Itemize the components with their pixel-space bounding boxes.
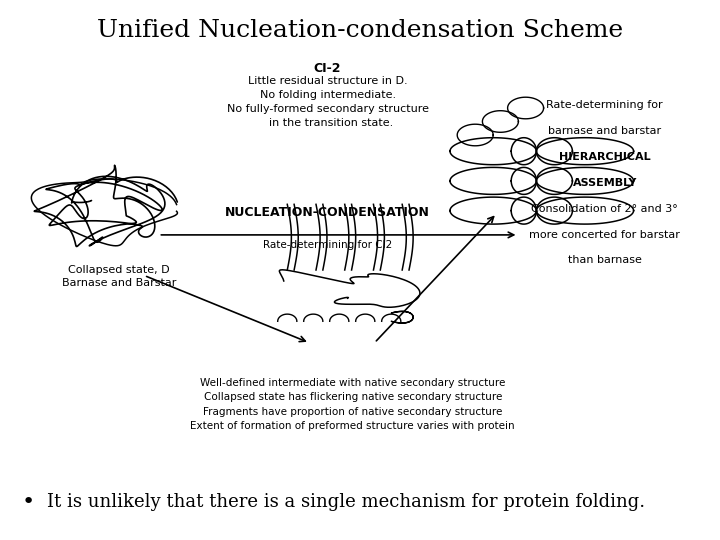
Text: It is unlikely that there is a single mechanism for protein folding.: It is unlikely that there is a single me… (47, 493, 645, 511)
Text: ASSEMBLY: ASSEMBLY (572, 178, 637, 188)
Text: more concerted for barstar: more concerted for barstar (529, 230, 680, 240)
Text: Collapsed state, D
Barnase and Barstar: Collapsed state, D Barnase and Barstar (62, 265, 176, 288)
Text: Unified Nucleation-condensation Scheme: Unified Nucleation-condensation Scheme (97, 19, 623, 42)
Text: barnase and barstar: barnase and barstar (548, 126, 662, 136)
Text: Rate-determining for CI2: Rate-determining for CI2 (263, 240, 392, 251)
Text: than barnase: than barnase (568, 255, 642, 266)
Text: HIERARCHICAL: HIERARCHICAL (559, 152, 651, 162)
Text: •: • (22, 492, 35, 512)
Text: NUCLEATION-CONDENSATION: NUCLEATION-CONDENSATION (225, 206, 430, 219)
Text: Consolidation of 2° and 3°: Consolidation of 2° and 3° (531, 204, 678, 214)
Text: Little residual structure in D.
No folding intermediate.
No fully-formed seconda: Little residual structure in D. No foldi… (227, 76, 428, 127)
Text: CI-2: CI-2 (314, 62, 341, 75)
Text: Well-defined intermediate with native secondary structure
Collapsed state has fl: Well-defined intermediate with native se… (191, 378, 515, 431)
Text: Rate-determining for: Rate-determining for (546, 100, 663, 110)
